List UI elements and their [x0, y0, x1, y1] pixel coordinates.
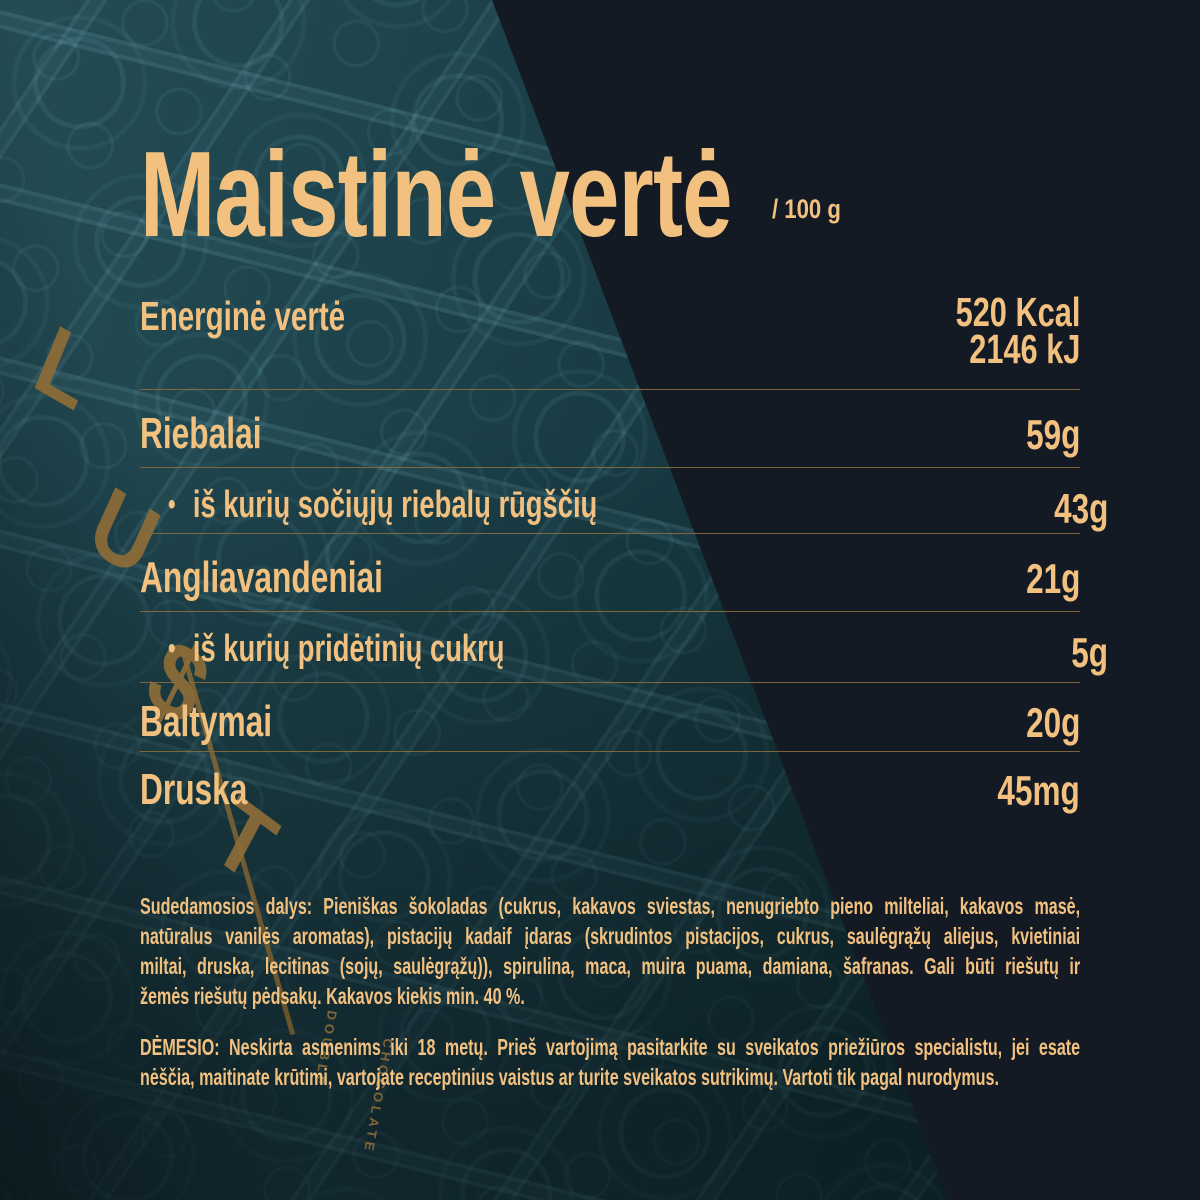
row-value: 59g	[1025, 411, 1080, 458]
ingredients-last-line: žemės riešutų pėdsakų. Kakavos kiekis mi…	[140, 983, 525, 1009]
row-label: Druska	[140, 765, 248, 814]
row-divider	[140, 467, 1080, 468]
row-label-text: iš kurių pridėtinių cukrų	[192, 628, 505, 670]
nutrition-row-saturated-fat: • iš kurių sočiųjų riebalų rūgščių 43g	[140, 486, 1108, 530]
row-label: • iš kurių sočiųjų riebalų rūgščių	[168, 486, 597, 524]
row-label: Angliavandeniai	[140, 553, 383, 602]
warning-last-line: nėščia, maitinate krūtimi, vartojate rec…	[140, 1064, 999, 1090]
row-value: 21g	[1025, 555, 1080, 602]
row-label: Riebalai	[140, 409, 262, 458]
bullet-icon: •	[168, 488, 176, 521]
nutrition-row-salt: Druska 45mg	[140, 768, 1080, 812]
nutrition-row-carbs: Angliavandeniai 21g	[140, 556, 1080, 600]
row-divider	[140, 751, 1080, 752]
row-value: 45mg	[997, 767, 1080, 814]
row-label-text: iš kurių sočiųjų riebalų rūgščių	[192, 484, 598, 526]
nutrition-row-energy: Energinė vertė 520 Kcal 2146 kJ	[140, 292, 1080, 370]
row-divider	[140, 682, 1080, 683]
per-amount-label: / 100 g	[772, 194, 841, 224]
energy-kj: 2146 kJ	[968, 326, 1080, 372]
row-divider	[140, 389, 1080, 390]
row-value: 43g	[1053, 485, 1108, 532]
warning-justified-lines: DĖMESIO: Neskirta asmenims iki 18 metų. …	[140, 1034, 1081, 1060]
row-value: 5g	[1071, 629, 1108, 676]
ingredients-justified-lines: Sudedamosios dalys: Pieniškas šokoladas …	[140, 893, 1081, 979]
warning-paragraph: DĖMESIO: Neskirta asmenims iki 18 metų. …	[140, 1032, 1080, 1092]
nutrition-row-fat: Riebalai 59g	[140, 412, 1080, 456]
nutrition-row-protein: Baltymai 20g	[140, 700, 1080, 744]
energy-kcal: 520 Kcal	[955, 289, 1080, 335]
nutrition-row-added-sugars: • iš kurių pridėtinių cukrų 5g	[140, 630, 1108, 674]
row-label: Energinė vertė	[140, 293, 346, 339]
row-label: Baltymai	[140, 697, 273, 746]
row-value: 20g	[1025, 699, 1080, 746]
bullet-icon: •	[168, 632, 176, 665]
row-value: 520 Kcal 2146 kJ	[955, 292, 1080, 370]
row-label: • iš kurių pridėtinių cukrų	[168, 630, 504, 668]
page-title: Maistinė vertė	[140, 126, 732, 262]
row-divider	[140, 533, 1080, 534]
ingredients-paragraph: Sudedamosios dalys: Pieniškas šokoladas …	[140, 891, 1080, 1011]
row-divider	[140, 611, 1080, 612]
